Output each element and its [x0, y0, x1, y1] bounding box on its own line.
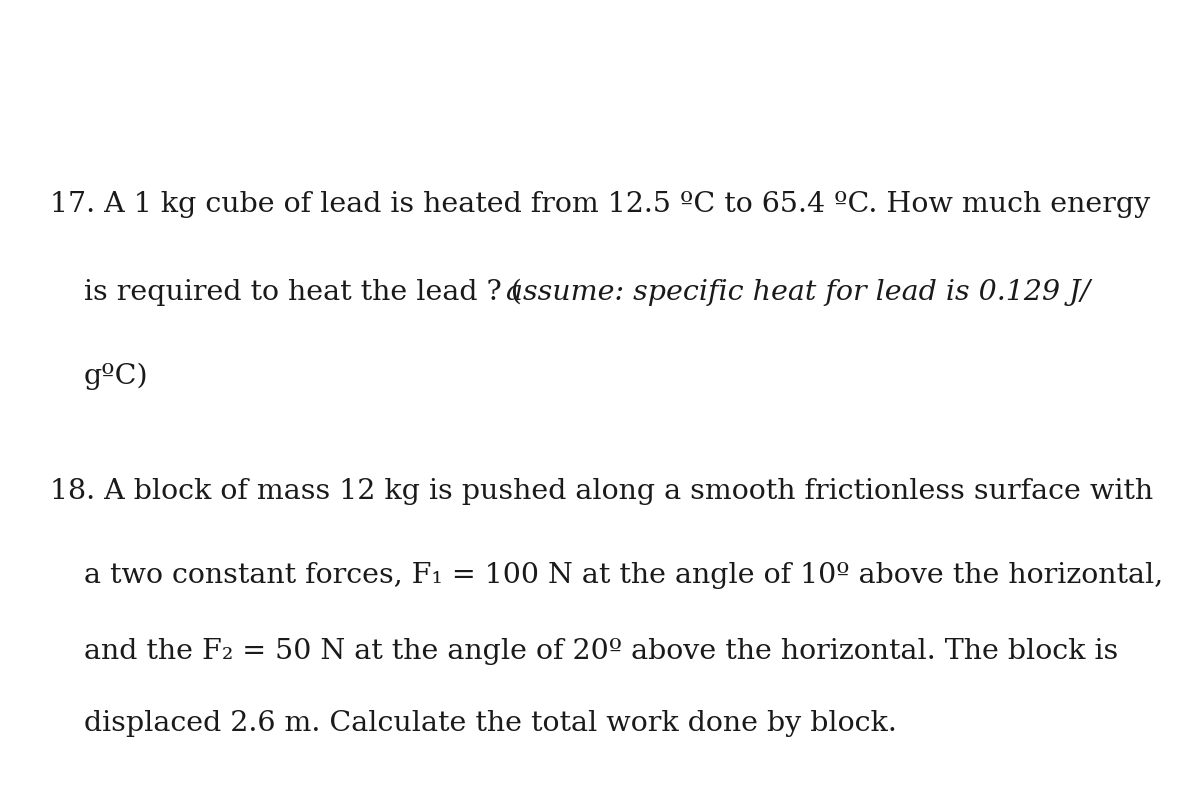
Text: and the F₂ = 50 N at the angle of 20º above the horizontal. The block is: and the F₂ = 50 N at the angle of 20º ab… [84, 638, 1118, 666]
Text: assume: specific heat for lead is 0.129 J/: assume: specific heat for lead is 0.129 … [506, 279, 1090, 306]
Text: 18. A block of mass 12 kg is pushed along a smooth frictionless surface with: 18. A block of mass 12 kg is pushed alon… [50, 479, 1153, 506]
Text: gºC): gºC) [84, 362, 149, 390]
Text: displaced 2.6 m. Calculate the total work done by block.: displaced 2.6 m. Calculate the total wor… [84, 710, 896, 737]
Text: 17. A 1 kg cube of lead is heated from 12.5 ºC to 65.4 ºC. How much energy: 17. A 1 kg cube of lead is heated from 1… [50, 191, 1151, 218]
Text: is required to heat the lead ? (: is required to heat the lead ? ( [84, 278, 522, 306]
Text: a two constant forces, F₁ = 100 N at the angle of 10º above the horizontal,: a two constant forces, F₁ = 100 N at the… [84, 562, 1163, 590]
